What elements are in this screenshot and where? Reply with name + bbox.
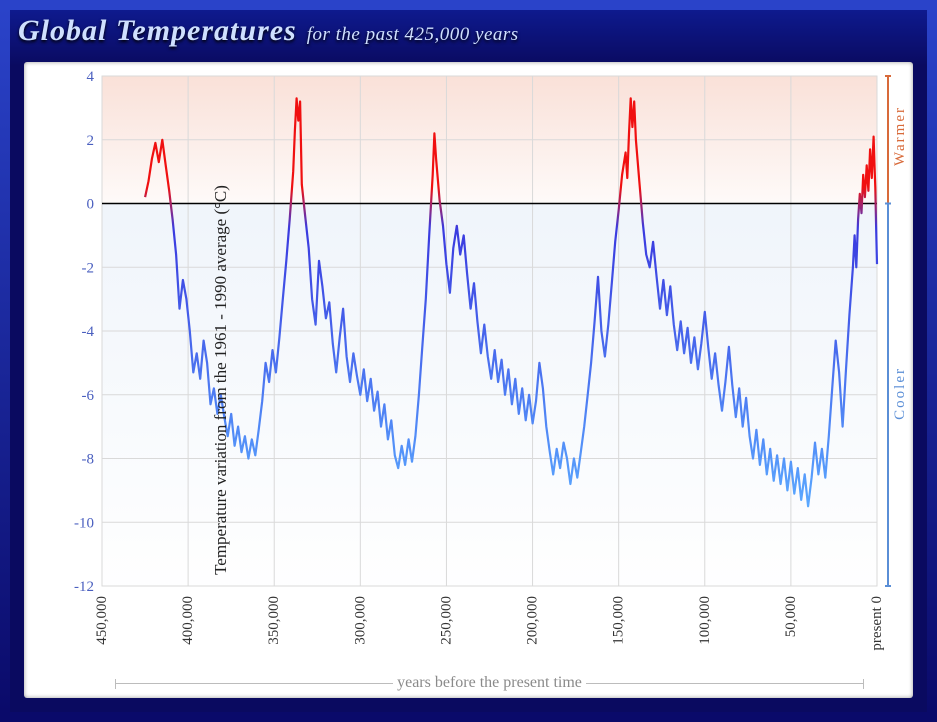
- svg-text:300,000: 300,000: [352, 596, 368, 645]
- plot-area: 4 2 0 -2 -4 -6 -8 -10 -12450,000 400,000 350,000 30…: [24, 62, 913, 698]
- svg-text:100,000: 100,000: [697, 596, 713, 645]
- svg-text:-12: -12: [74, 579, 94, 595]
- svg-text:-10: -10: [74, 515, 94, 531]
- y-axis-label: Temperature variation from the 1961 - 19…: [211, 185, 231, 575]
- title-main: Global Temperatures: [18, 14, 297, 47]
- svg-text:-4: -4: [82, 324, 95, 340]
- svg-text:350,000: 350,000: [266, 596, 282, 645]
- svg-text:-2: -2: [82, 260, 95, 276]
- warmer-label: Warmer: [892, 106, 909, 166]
- svg-text:200,000: 200,000: [525, 596, 541, 645]
- svg-text:150,000: 150,000: [611, 596, 627, 645]
- svg-text:-6: -6: [82, 388, 95, 404]
- svg-text:4: 4: [87, 69, 95, 85]
- svg-text:-8: -8: [82, 452, 95, 468]
- chart-frame: Global Temperatures for the past 425,000…: [0, 0, 937, 722]
- svg-text:present 0: present 0: [869, 596, 885, 651]
- svg-text:450,000: 450,000: [94, 596, 110, 645]
- svg-text:250,000: 250,000: [438, 596, 454, 645]
- svg-text:0: 0: [87, 197, 95, 213]
- x-axis-label: years before the present time: [102, 674, 877, 692]
- svg-text:400,000: 400,000: [180, 596, 196, 645]
- svg-text:2: 2: [87, 133, 95, 149]
- title-bar: Global Temperatures for the past 425,000…: [10, 10, 927, 62]
- cooler-label: Cooler: [892, 367, 909, 420]
- svg-text:50,000: 50,000: [783, 596, 799, 637]
- title-sub: for the past 425,000 years: [301, 24, 519, 45]
- temperature-chart: 4 2 0 -2 -4 -6 -8 -10 -12450,000 400,000 350,000 30…: [24, 62, 913, 698]
